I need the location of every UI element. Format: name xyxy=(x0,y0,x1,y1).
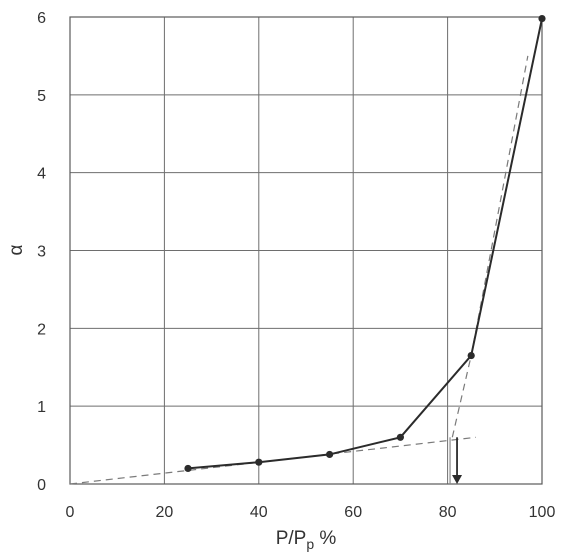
y-tick-label: 2 xyxy=(37,321,46,338)
x-axis-label-main: P/P xyxy=(276,528,307,549)
x-tick-label: 80 xyxy=(439,504,457,521)
y-axis-label: α xyxy=(6,244,27,255)
plot-frame xyxy=(69,16,543,485)
x-tick-label: 40 xyxy=(250,504,268,521)
y-tick-label: 1 xyxy=(37,399,46,416)
data-point xyxy=(326,450,334,459)
x-tick-labels: 0 20 40 60 80 100 xyxy=(66,504,556,521)
y-tick-label: 6 xyxy=(37,10,46,27)
data-point xyxy=(467,351,475,360)
x-tick-label: 100 xyxy=(529,504,556,521)
tangent-lines xyxy=(69,55,529,485)
y-tick-label: 3 xyxy=(37,244,46,261)
drop-arrow-head xyxy=(452,475,463,484)
y-tick-label: 0 xyxy=(37,477,46,494)
data-point xyxy=(184,464,192,473)
x-axis-label: P/Pp % xyxy=(276,528,337,552)
x-tick-label: 60 xyxy=(344,504,362,521)
y-tick-label: 5 xyxy=(37,88,46,105)
x-axis-label-sub: p xyxy=(306,536,314,552)
y-tick-labels: 0 1 2 3 4 5 6 xyxy=(37,10,46,494)
data-point xyxy=(396,433,404,441)
intersection-marker xyxy=(449,437,463,484)
series-line xyxy=(187,18,543,470)
data-point xyxy=(255,458,263,466)
grid xyxy=(69,16,543,485)
y-tick-label: 4 xyxy=(37,166,46,183)
data-series xyxy=(184,14,546,473)
x-axis-label-unit: % xyxy=(314,528,336,549)
tangent-line xyxy=(451,55,529,438)
x-tick-label: 20 xyxy=(156,504,174,521)
data-point xyxy=(538,14,546,23)
x-tick-label: 0 xyxy=(66,504,75,521)
